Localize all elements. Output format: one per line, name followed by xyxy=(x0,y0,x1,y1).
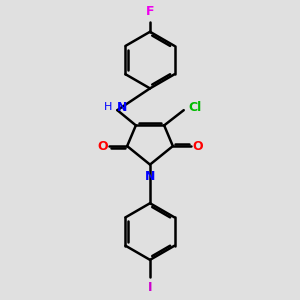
Text: Cl: Cl xyxy=(188,101,201,114)
Text: N: N xyxy=(117,101,128,114)
Text: I: I xyxy=(148,281,152,294)
Text: F: F xyxy=(146,4,154,18)
Text: H: H xyxy=(103,102,112,112)
Text: O: O xyxy=(97,140,108,153)
Text: N: N xyxy=(145,170,155,183)
Text: O: O xyxy=(192,140,203,153)
